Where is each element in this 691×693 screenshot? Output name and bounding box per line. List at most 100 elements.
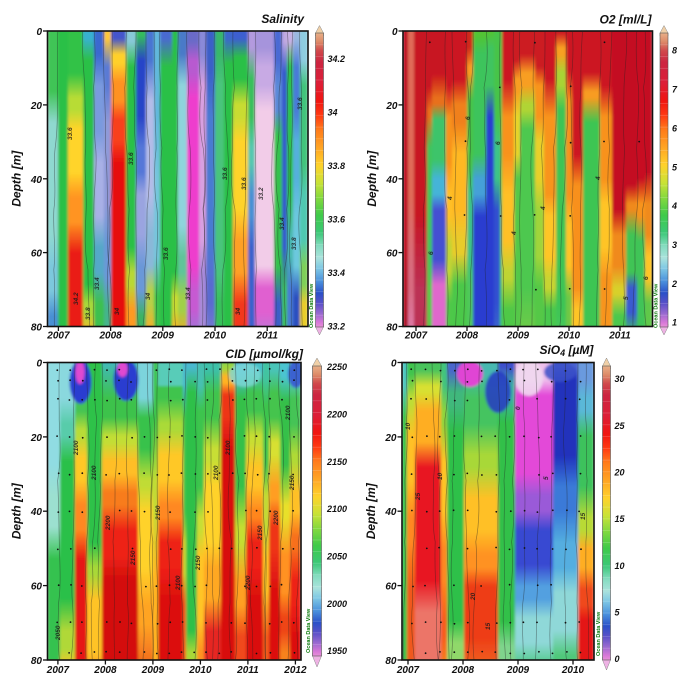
svg-text:2012: 2012	[283, 665, 307, 676]
svg-text:2008: 2008	[451, 665, 475, 676]
svg-text:33.6: 33.6	[128, 152, 135, 165]
svg-text:6: 6	[672, 123, 678, 133]
svg-text:34: 34	[235, 307, 242, 315]
svg-text:2010: 2010	[557, 331, 581, 342]
svg-text:40: 40	[30, 175, 43, 186]
svg-text:33.2: 33.2	[328, 322, 346, 332]
svg-text:20: 20	[30, 101, 43, 112]
svg-text:33.6: 33.6	[67, 127, 74, 140]
svg-text:6: 6	[643, 276, 650, 280]
svg-text:30: 30	[615, 374, 625, 384]
svg-text:Ocean Data View: Ocean Data View	[309, 283, 315, 328]
svg-text:10: 10	[437, 472, 444, 480]
svg-text:15: 15	[485, 622, 492, 630]
svg-text:SiO4 [µM]: SiO4 [µM]	[539, 343, 594, 358]
svg-text:0: 0	[392, 27, 398, 38]
svg-text:20: 20	[385, 101, 398, 112]
svg-text:33.4: 33.4	[94, 277, 101, 290]
svg-text:40: 40	[30, 507, 43, 518]
svg-text:33.8: 33.8	[328, 161, 346, 171]
svg-text:2008: 2008	[93, 665, 117, 676]
svg-text:33.6: 33.6	[222, 167, 229, 180]
svg-text:0: 0	[36, 359, 42, 370]
svg-text:6: 6	[428, 251, 435, 255]
svg-text:20: 20	[30, 433, 43, 444]
svg-text:2200: 2200	[273, 510, 280, 526]
svg-text:Ocean Data View: Ocean Data View	[306, 608, 312, 653]
svg-text:2050: 2050	[55, 625, 62, 641]
svg-text:2200: 2200	[326, 410, 347, 420]
svg-text:5: 5	[543, 476, 550, 480]
svg-text:2100: 2100	[175, 575, 182, 591]
svg-text:2250: 2250	[326, 362, 347, 372]
svg-text:2008: 2008	[455, 331, 479, 342]
svg-text:2010: 2010	[188, 665, 212, 676]
svg-text:2011: 2011	[255, 331, 278, 342]
svg-text:2150: 2150	[155, 505, 162, 521]
svg-text:6: 6	[495, 141, 502, 145]
svg-text:CID [µmol/kg]: CID [µmol/kg]	[225, 347, 304, 361]
svg-text:33.2: 33.2	[258, 187, 265, 200]
svg-text:Depth [m]: Depth [m]	[10, 482, 24, 539]
svg-text:80: 80	[31, 323, 43, 334]
svg-text:25: 25	[614, 421, 626, 431]
svg-text:80: 80	[386, 323, 398, 334]
svg-text:34: 34	[328, 108, 338, 118]
svg-text:60: 60	[31, 249, 43, 260]
svg-text:15: 15	[615, 514, 626, 524]
svg-text:2007: 2007	[404, 331, 428, 342]
svg-text:2010: 2010	[203, 331, 227, 342]
svg-text:2: 2	[671, 279, 677, 289]
svg-text:34: 34	[145, 292, 152, 300]
svg-text:33.6: 33.6	[297, 97, 304, 110]
svg-text:33.6: 33.6	[328, 215, 347, 225]
svg-text:2009: 2009	[506, 331, 530, 342]
svg-text:2200: 2200	[105, 515, 112, 531]
svg-text:4: 4	[595, 176, 602, 181]
svg-text:33.6: 33.6	[163, 247, 170, 260]
svg-text:2100: 2100	[285, 405, 292, 421]
svg-text:2050: 2050	[326, 552, 347, 562]
svg-text:10: 10	[615, 561, 625, 571]
svg-text:33.4: 33.4	[279, 217, 286, 230]
svg-text:33.8: 33.8	[291, 237, 298, 250]
svg-text:0: 0	[391, 359, 397, 370]
svg-text:34.2: 34.2	[73, 292, 80, 305]
svg-text:2010: 2010	[561, 665, 585, 676]
svg-text:0: 0	[36, 27, 42, 38]
svg-text:5: 5	[623, 296, 630, 300]
svg-text:2150: 2150	[195, 555, 202, 571]
svg-text:20: 20	[614, 468, 625, 478]
svg-text:5: 5	[615, 608, 621, 618]
svg-text:4: 4	[540, 206, 547, 211]
svg-text:1950: 1950	[327, 646, 347, 656]
svg-text:Depth [m]: Depth [m]	[10, 150, 24, 207]
svg-text:40: 40	[384, 507, 397, 518]
svg-text:15: 15	[580, 512, 587, 520]
svg-text:2011: 2011	[608, 331, 631, 342]
svg-text:0: 0	[515, 406, 522, 410]
svg-text:2008: 2008	[98, 331, 122, 342]
svg-text:2007: 2007	[46, 665, 70, 676]
svg-text:8: 8	[672, 46, 677, 56]
svg-text:33.6: 33.6	[241, 177, 248, 190]
svg-text:Salinity: Salinity	[261, 12, 305, 26]
svg-text:2000: 2000	[326, 599, 347, 609]
svg-text:2200: 2200	[245, 575, 252, 591]
svg-text:Depth [m]: Depth [m]	[365, 150, 379, 207]
svg-text:2009: 2009	[141, 665, 165, 676]
svg-text:60: 60	[31, 582, 43, 593]
svg-text:Depth [m]: Depth [m]	[364, 482, 378, 539]
svg-text:33.4: 33.4	[328, 268, 346, 278]
svg-text:2011: 2011	[236, 665, 259, 676]
svg-text:2150: 2150	[326, 457, 347, 467]
svg-text:2009: 2009	[506, 665, 530, 676]
svg-text:80: 80	[385, 656, 397, 667]
svg-text:80: 80	[31, 656, 43, 667]
svg-text:4: 4	[511, 231, 518, 236]
svg-text:7: 7	[672, 85, 678, 95]
svg-text:1: 1	[672, 318, 677, 328]
svg-text:40: 40	[385, 175, 398, 186]
svg-text:2100: 2100	[213, 465, 220, 481]
svg-text:Ocean Data View: Ocean Data View	[654, 283, 660, 328]
